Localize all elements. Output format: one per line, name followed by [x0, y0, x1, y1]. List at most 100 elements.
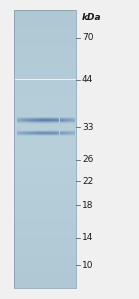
- Bar: [14, 52, 76, 53]
- Bar: [14, 23, 76, 24]
- Bar: [14, 26, 76, 27]
- Bar: [14, 283, 76, 284]
- Bar: [14, 238, 76, 239]
- Bar: [14, 204, 76, 205]
- Bar: [14, 45, 76, 46]
- Bar: [14, 243, 76, 245]
- Bar: [14, 264, 76, 265]
- Bar: [14, 114, 76, 115]
- Text: 10: 10: [82, 260, 94, 269]
- Bar: [14, 126, 76, 127]
- Bar: [14, 129, 76, 130]
- Bar: [14, 254, 76, 255]
- Bar: [14, 98, 76, 99]
- Bar: [14, 100, 76, 101]
- Bar: [14, 130, 76, 131]
- Bar: [14, 103, 76, 105]
- Bar: [14, 164, 76, 165]
- Bar: [14, 191, 76, 192]
- Bar: [14, 125, 76, 126]
- Bar: [14, 32, 76, 33]
- Bar: [14, 199, 76, 200]
- Bar: [14, 84, 76, 85]
- Bar: [14, 203, 76, 204]
- Bar: [14, 268, 76, 269]
- Bar: [14, 90, 76, 91]
- Bar: [14, 79, 76, 80]
- Bar: [14, 43, 76, 44]
- Bar: [14, 236, 76, 237]
- Bar: [14, 122, 76, 123]
- Bar: [14, 118, 76, 119]
- Bar: [14, 275, 76, 276]
- Bar: [14, 85, 76, 86]
- Bar: [14, 47, 76, 48]
- Bar: [14, 69, 76, 70]
- Bar: [14, 70, 76, 71]
- Bar: [14, 97, 76, 98]
- Bar: [14, 262, 76, 263]
- Bar: [14, 37, 76, 38]
- Bar: [14, 137, 76, 138]
- Bar: [14, 42, 76, 43]
- Bar: [14, 211, 76, 212]
- Bar: [14, 27, 76, 28]
- Bar: [14, 16, 76, 17]
- Bar: [14, 180, 76, 181]
- Bar: [14, 260, 76, 261]
- Bar: [14, 58, 76, 59]
- Bar: [14, 25, 76, 26]
- Bar: [14, 192, 76, 193]
- Bar: [14, 250, 76, 251]
- Bar: [14, 18, 76, 19]
- Bar: [14, 242, 76, 243]
- Bar: [14, 233, 76, 234]
- Bar: [14, 139, 76, 140]
- Bar: [14, 259, 76, 260]
- Bar: [14, 41, 76, 42]
- Bar: [14, 127, 76, 128]
- Bar: [14, 224, 76, 225]
- Bar: [14, 286, 76, 287]
- Bar: [14, 140, 76, 141]
- Bar: [14, 83, 76, 84]
- Bar: [14, 226, 76, 227]
- Bar: [14, 111, 76, 112]
- Text: 18: 18: [82, 201, 94, 210]
- Bar: [14, 21, 76, 22]
- Bar: [14, 165, 76, 166]
- Bar: [14, 13, 76, 14]
- Bar: [14, 267, 76, 268]
- Bar: [14, 223, 76, 224]
- Bar: [14, 251, 76, 252]
- Bar: [14, 280, 76, 282]
- Bar: [14, 208, 76, 209]
- Bar: [14, 214, 76, 215]
- Bar: [14, 51, 76, 52]
- Bar: [14, 56, 76, 57]
- Bar: [14, 177, 76, 178]
- Bar: [14, 60, 76, 61]
- Bar: [14, 145, 76, 146]
- Bar: [14, 120, 76, 121]
- Bar: [14, 185, 76, 186]
- Text: 33: 33: [82, 123, 94, 132]
- Bar: [14, 247, 76, 248]
- Bar: [14, 153, 76, 154]
- Bar: [14, 132, 76, 133]
- Bar: [14, 228, 76, 229]
- Bar: [14, 241, 76, 242]
- Bar: [14, 33, 76, 34]
- Bar: [14, 176, 76, 177]
- Bar: [14, 249, 76, 250]
- Bar: [14, 221, 76, 222]
- Bar: [14, 54, 76, 55]
- Bar: [14, 274, 76, 275]
- Bar: [14, 215, 76, 216]
- Bar: [14, 71, 76, 72]
- Bar: [14, 88, 76, 89]
- Bar: [14, 152, 76, 153]
- Bar: [14, 134, 76, 135]
- Bar: [14, 17, 76, 18]
- Bar: [14, 61, 76, 62]
